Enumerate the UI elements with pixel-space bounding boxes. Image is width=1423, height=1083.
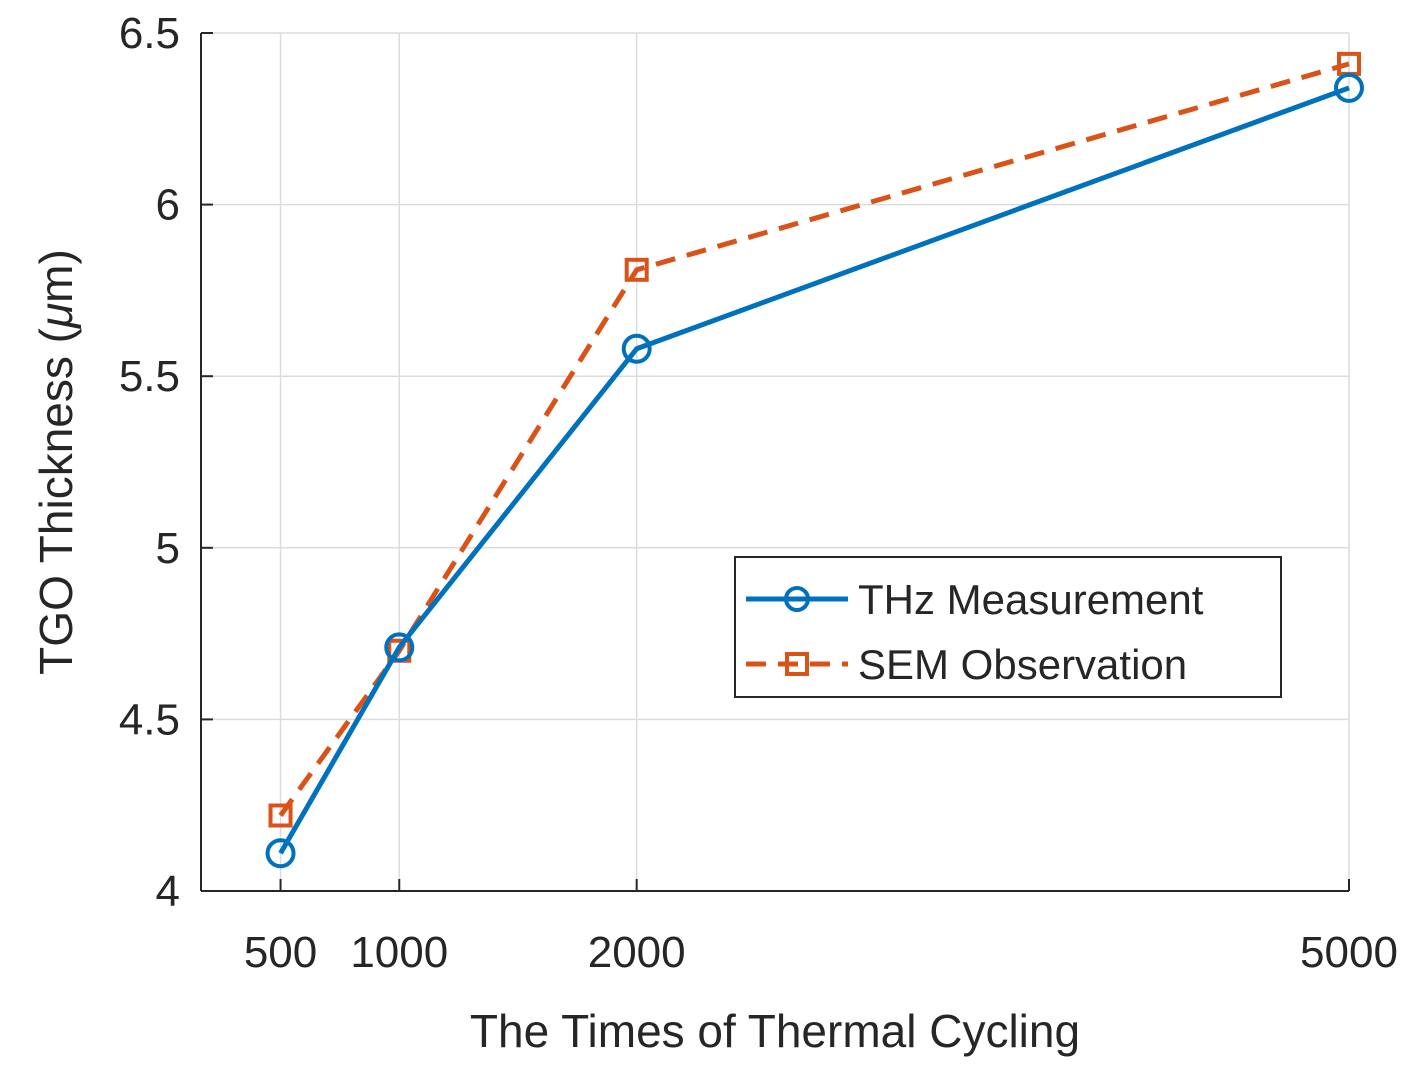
- point-thz-500: [265, 838, 296, 869]
- legend-entry-sem: SEM Observation: [746, 641, 1187, 688]
- x-tick-label-1000: 1000: [350, 928, 448, 977]
- x-axis-label: The Times of Thermal Cycling: [470, 1005, 1080, 1057]
- series-line-sem: [278, 61, 1350, 817]
- x-tick-label-5000: 5000: [1300, 928, 1398, 977]
- y-tick-label-4: 4: [156, 867, 180, 916]
- y-tick-label-4-5: 4.5: [119, 695, 180, 744]
- legend-label-sem: SEM Observation: [858, 641, 1187, 688]
- x-tick-label-500: 500: [244, 928, 317, 977]
- point-sem-2000: [624, 257, 649, 282]
- y-axis-label-symbol: μ: [30, 303, 82, 329]
- y-tick-label-6: 6: [156, 181, 180, 230]
- y-tick-label-5: 5: [156, 524, 180, 573]
- point-thz-5000: [1334, 72, 1364, 103]
- y-axis-label: TGO Thickness (μm): [30, 249, 82, 675]
- x-tick-label-2000: 2000: [588, 928, 686, 977]
- tick-labels: 500 1000 2000 5000 4 4.5 5 5.5 6 6.5: [119, 9, 1398, 977]
- series-thz: [265, 72, 1364, 869]
- legend-marker-sem: [785, 652, 809, 676]
- legend: THz Measurement SEM Observation: [734, 556, 1282, 698]
- series-line-thz: [278, 85, 1350, 855]
- y-axis-label-main: TGO Thickness (: [30, 327, 82, 674]
- y-axis-label-unit: m): [30, 249, 82, 303]
- y-tick-label-6-5: 6.5: [119, 9, 180, 58]
- point-thz-1000: [384, 632, 415, 663]
- legend-marker-thz: [784, 586, 810, 612]
- axes: [200, 32, 1350, 892]
- legend-box: [734, 556, 1282, 698]
- legend-label-thz: THz Measurement: [858, 576, 1204, 623]
- point-thz-2000: [621, 333, 652, 364]
- grid: [201, 32, 1350, 892]
- y-tick-label-5-5: 5.5: [119, 352, 180, 401]
- series-layer: [265, 51, 1364, 869]
- point-sem-500: [268, 803, 293, 828]
- series-sem: [268, 51, 1361, 828]
- legend-entry-thz: THz Measurement: [746, 576, 1204, 623]
